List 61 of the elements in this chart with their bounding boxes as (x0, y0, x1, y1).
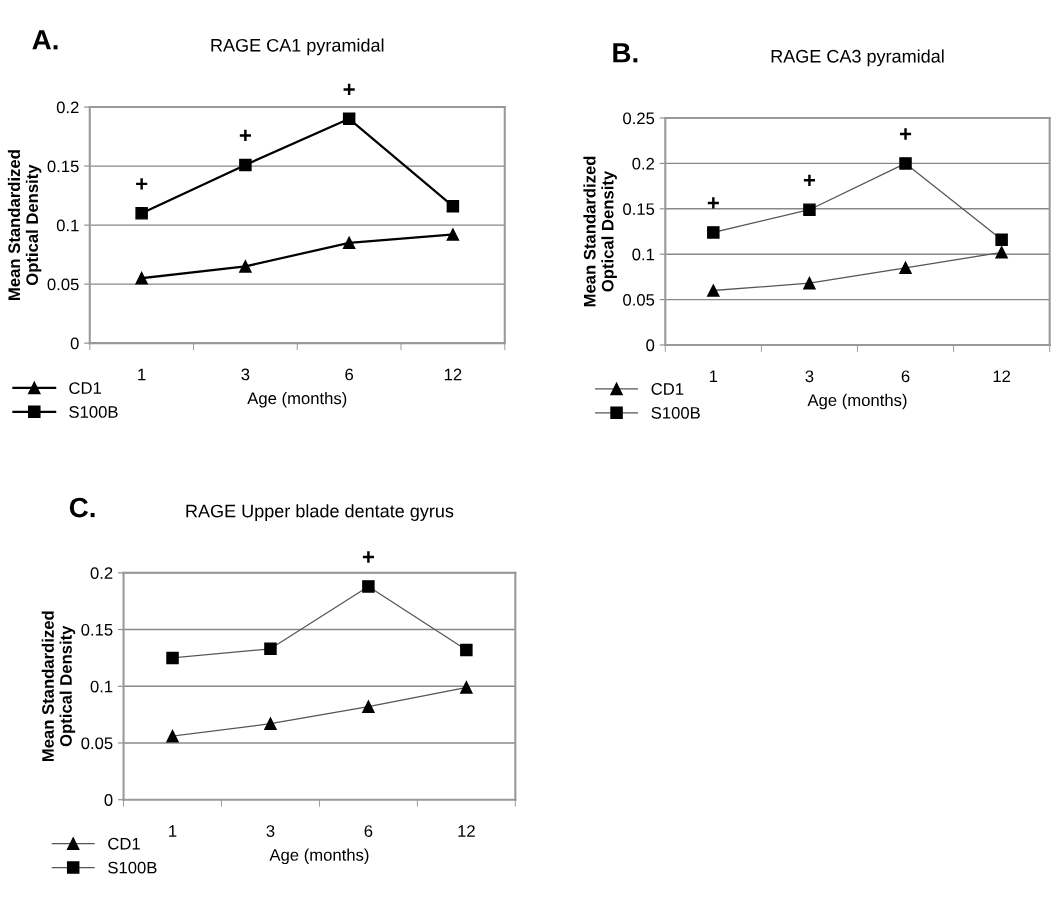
y-tick-label: 0.15 (623, 203, 655, 216)
x-tick-label: 6 (901, 370, 910, 383)
annotation: + (136, 178, 148, 190)
x-tick-label: 1 (709, 370, 718, 383)
y-tick-label: 0 (646, 339, 655, 352)
annotation: + (899, 128, 912, 140)
annotation: + (362, 551, 374, 563)
x-tick-label: 12 (993, 370, 1011, 383)
text: B. (613, 43, 638, 63)
legend-label: CD1 (108, 837, 140, 850)
point (446, 228, 460, 241)
point (239, 260, 252, 273)
legend-label: S100B (651, 406, 700, 419)
x-tick-label: 3 (805, 370, 814, 383)
y-tick-label: 0.15 (81, 623, 113, 636)
annotation: + (707, 197, 719, 209)
chart-title: RAGE CA3 pyramidal (771, 49, 944, 67)
annotation: + (343, 83, 355, 96)
y-tick-label: 0 (70, 337, 79, 350)
text: A. (32, 30, 58, 50)
point (239, 158, 252, 172)
x-tick-label: 12 (458, 825, 475, 837)
y-axis-title: Mean Standardized Optical Density (7, 150, 42, 300)
y-tick-label: 0.2 (90, 567, 113, 579)
y-axis-title: Mean Standardized Optical Density (41, 611, 76, 762)
legend-label: CD1 (69, 382, 101, 394)
x-tick-label: 3 (266, 825, 275, 837)
y-tick-label: 0 (104, 794, 113, 806)
legend-label: S100B (108, 861, 157, 874)
y-tick-label: 0.05 (623, 293, 655, 306)
x-tick-label: 3 (241, 368, 250, 381)
y-tick-label: 0.05 (47, 278, 79, 291)
x-axis-title: Age (months) (269, 848, 369, 865)
annotation: + (239, 129, 251, 142)
y-tick-label: 0.2 (632, 157, 655, 170)
x-tick-label: 6 (345, 368, 354, 381)
legend-label: CD1 (651, 383, 684, 395)
point (135, 207, 148, 220)
point (135, 271, 148, 285)
y-tick-label: 0.15 (47, 160, 79, 173)
annotation: + (803, 174, 816, 186)
chart-title: RAGE Upper blade dentate gyrus (186, 504, 454, 521)
y-tick-label: 0.1 (90, 680, 113, 693)
x-tick-label: 1 (169, 825, 177, 837)
x-axis-title: Age (months) (247, 391, 347, 408)
y-axis-title: Mean Standardized Optical Density (583, 156, 617, 307)
x-tick-label: 12 (444, 368, 462, 381)
y-tick-label: 0.25 (623, 112, 655, 125)
text: C. (69, 497, 95, 518)
x-tick-label: 1 (138, 368, 146, 381)
x-axis-title: Age (months) (807, 393, 907, 410)
point (446, 199, 460, 213)
y-tick-label: 0.1 (632, 248, 655, 261)
point (342, 236, 356, 250)
x-tick-label: 6 (364, 825, 373, 837)
point (342, 112, 356, 126)
y-tick-label: 0.1 (56, 219, 79, 232)
legend-label: S100B (69, 406, 118, 418)
y-tick-label: 0.2 (56, 101, 79, 114)
chart-title: RAGE CA1 pyramidal (211, 38, 384, 56)
y-tick-label: 0.05 (81, 737, 113, 750)
